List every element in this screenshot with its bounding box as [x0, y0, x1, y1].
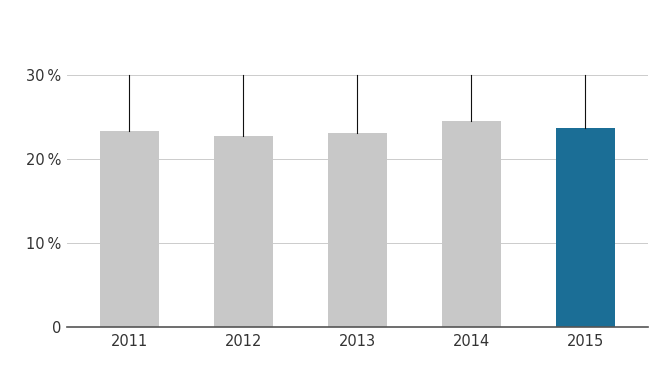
- Bar: [328, 133, 387, 327]
- Bar: [100, 130, 159, 327]
- Bar: [214, 136, 273, 327]
- Bar: [556, 128, 615, 327]
- Bar: [442, 121, 501, 327]
